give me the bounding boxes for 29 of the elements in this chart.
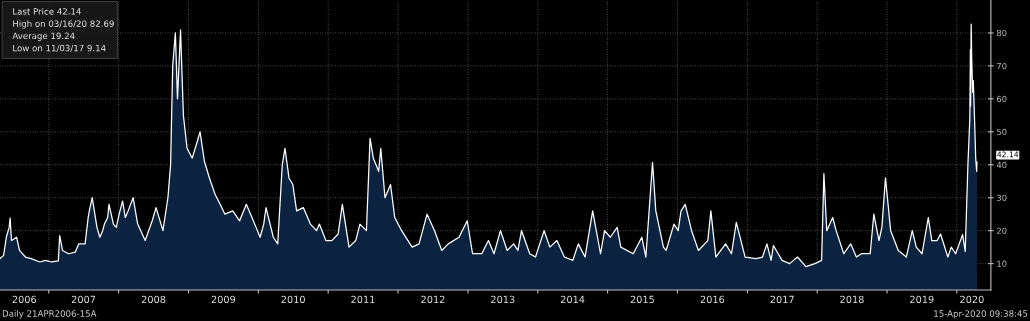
x-tick-label: 2014 [560, 295, 585, 304]
x-tick-label: 2019 [910, 295, 934, 304]
annotation: High on 03/16/20 82.69 [13, 20, 114, 29]
y-tick-label: 70 [997, 62, 1007, 70]
y-tick-label: 80 [996, 29, 1007, 37]
x-tick-label: 2008 [141, 295, 166, 304]
y-tick-label: 10 [997, 260, 1007, 267]
x-tick-label: 2012 [421, 295, 445, 304]
x-tick-label: 2018 [840, 295, 864, 304]
y-tick-label: 30 [997, 194, 1007, 202]
text: Daily 21APR2006-15A [2, 310, 97, 319]
x-tick-label: 2011 [351, 295, 375, 304]
x-tick-label: 2017 [770, 295, 794, 304]
annotation: Low on 11/03/17 9.14 [13, 44, 106, 52]
y-tick-label: 40 [996, 161, 1007, 169]
y-tick-label: 20 [997, 227, 1007, 234]
annotation: Average 19.24 [12, 32, 75, 41]
y-tick-label: 60 [997, 95, 1007, 103]
x-tick-label: 2013 [491, 295, 515, 304]
y-tick-label: 50 [997, 128, 1007, 136]
x-tick-label: 2015 [630, 295, 654, 304]
annotation: Last Price 42.14 [13, 8, 81, 15]
x-tick-label: 2006 [12, 295, 37, 304]
x-tick-label: 2016 [700, 295, 725, 304]
x-tick-label: 2007 [71, 295, 96, 304]
x-tick-label: 2020 [960, 295, 984, 304]
text: 15-Apr-2020 09:38:45 [934, 310, 1028, 319]
x-tick-label: 2010 [281, 295, 305, 304]
x-tick-label: 2009 [211, 295, 236, 304]
